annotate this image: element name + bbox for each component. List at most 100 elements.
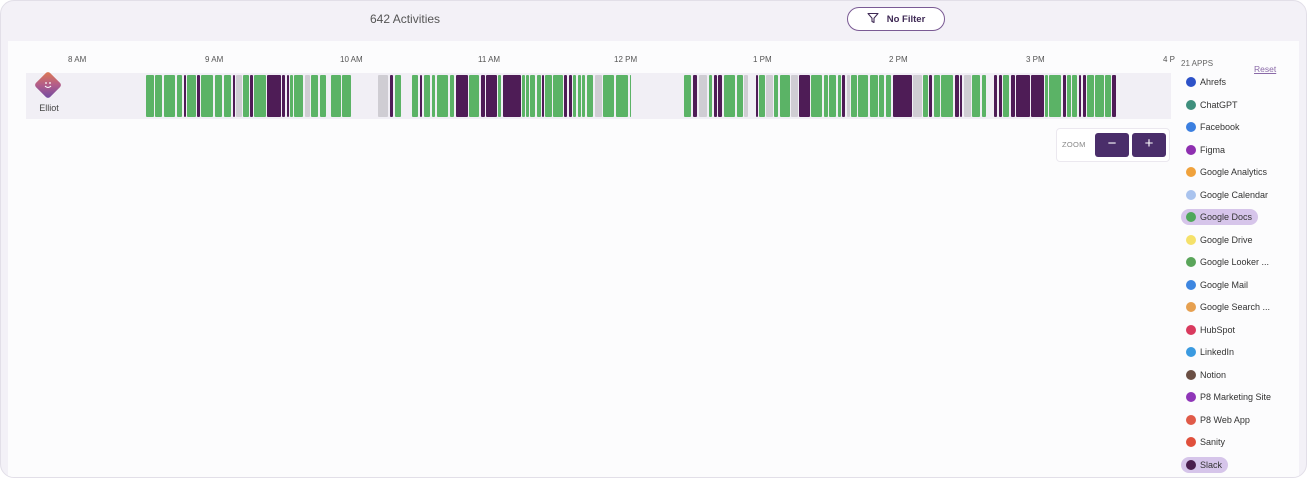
activity-bar[interactable]: [603, 75, 614, 117]
activity-bar[interactable]: [718, 75, 722, 117]
activity-bar[interactable]: [964, 75, 971, 117]
app-filter-item[interactable]: Slack: [1181, 456, 1229, 473]
activity-bar[interactable]: [155, 75, 162, 117]
activity-bar[interactable]: [756, 75, 758, 117]
app-filter-item[interactable]: Facebook: [1181, 119, 1246, 135]
activity-bar[interactable]: [184, 75, 186, 117]
activity-bar[interactable]: [395, 75, 401, 117]
activity-bar[interactable]: [587, 75, 593, 117]
activity-bar[interactable]: [1112, 75, 1116, 117]
app-filter-item[interactable]: Figma: [1181, 142, 1231, 158]
activity-bar[interactable]: [522, 75, 525, 117]
activity-bar[interactable]: [412, 75, 418, 117]
activity-bar[interactable]: [744, 75, 748, 117]
filter-button[interactable]: No Filter: [847, 7, 945, 31]
activity-bar[interactable]: [1095, 75, 1104, 117]
activity-bar[interactable]: [569, 75, 572, 117]
user-row-header[interactable]: Elliot: [33, 70, 63, 121]
activity-bar[interactable]: [960, 75, 962, 117]
activity-bar[interactable]: [1087, 75, 1094, 117]
activity-bar[interactable]: [542, 75, 544, 117]
activity-bar[interactable]: [842, 75, 845, 117]
app-filter-item[interactable]: P8 Web App: [1181, 412, 1256, 428]
activity-bar[interactable]: [290, 75, 293, 117]
activity-bar[interactable]: [791, 75, 798, 117]
app-filter-item[interactable]: Google Calendar: [1181, 187, 1274, 203]
activity-bar[interactable]: [233, 75, 235, 117]
app-filter-item[interactable]: Google Mail: [1181, 277, 1254, 293]
activity-bar[interactable]: [254, 75, 266, 117]
activity-bar[interactable]: [582, 75, 585, 117]
activity-bar[interactable]: [893, 75, 912, 117]
activity-bar[interactable]: [282, 75, 285, 117]
activity-bar[interactable]: [774, 75, 778, 117]
activity-bar[interactable]: [177, 75, 182, 117]
activity-bar[interactable]: [498, 75, 501, 117]
activity-bar[interactable]: [420, 75, 422, 117]
activity-bar[interactable]: [164, 75, 175, 117]
activity-bar[interactable]: [578, 75, 581, 117]
activity-bar[interactable]: [224, 75, 231, 117]
activity-bar[interactable]: [858, 75, 868, 117]
activity-bar[interactable]: [982, 75, 986, 117]
activity-bar[interactable]: [972, 75, 980, 117]
activity-bar[interactable]: [1003, 75, 1009, 117]
activity-bar[interactable]: [545, 75, 552, 117]
activity-bar[interactable]: [1016, 75, 1030, 117]
activity-bar[interactable]: [342, 75, 351, 117]
activity-bar[interactable]: [197, 75, 200, 117]
activity-bar[interactable]: [780, 75, 790, 117]
activity-bar[interactable]: [1083, 75, 1086, 117]
activity-bar[interactable]: [573, 75, 576, 117]
app-filter-item[interactable]: P8 Marketing Site: [1181, 389, 1277, 405]
activity-bar[interactable]: [201, 75, 213, 117]
activity-bar[interactable]: [294, 75, 303, 117]
activity-bar[interactable]: [537, 75, 541, 117]
activity-bar[interactable]: [955, 75, 959, 117]
app-filter-item[interactable]: LinkedIn: [1181, 344, 1240, 360]
activity-bar[interactable]: [1045, 75, 1048, 117]
activity-bar[interactable]: [267, 75, 281, 117]
activity-track[interactable]: [26, 73, 1171, 119]
activity-bar[interactable]: [941, 75, 953, 117]
activity-bar[interactable]: [187, 75, 196, 117]
app-filter-item[interactable]: ChatGPT: [1181, 97, 1244, 113]
activity-bar[interactable]: [1063, 75, 1066, 117]
activity-bar[interactable]: [811, 75, 822, 117]
activity-bar[interactable]: [923, 75, 928, 117]
activity-bar[interactable]: [1105, 75, 1111, 117]
activity-bar[interactable]: [693, 75, 697, 117]
activity-bar[interactable]: [699, 75, 707, 117]
app-filter-item[interactable]: Google Looker ...: [1181, 254, 1275, 270]
activity-bar[interactable]: [146, 75, 154, 117]
activity-bar[interactable]: [824, 75, 828, 117]
activity-bar[interactable]: [994, 75, 997, 117]
activity-bar[interactable]: [886, 75, 891, 117]
activity-bar[interactable]: [530, 75, 535, 117]
activity-bar[interactable]: [390, 75, 393, 117]
app-filter-item[interactable]: Google Drive: [1181, 232, 1259, 248]
activity-bar[interactable]: [616, 75, 628, 117]
activity-bar[interactable]: [709, 75, 712, 117]
activity-bar[interactable]: [450, 75, 454, 117]
activity-bar[interactable]: [553, 75, 563, 117]
activity-bar[interactable]: [870, 75, 878, 117]
zoom-out-button[interactable]: −: [1095, 133, 1129, 157]
activity-bar[interactable]: [320, 75, 326, 117]
activity-bar[interactable]: [243, 75, 249, 117]
activity-bar[interactable]: [236, 75, 242, 117]
activity-bar[interactable]: [879, 75, 884, 117]
zoom-in-button[interactable]: +: [1132, 133, 1166, 157]
activity-bar[interactable]: [595, 75, 602, 117]
activity-bar[interactable]: [305, 75, 310, 117]
app-filter-item[interactable]: Google Docs: [1181, 209, 1259, 225]
activity-bar[interactable]: [215, 75, 222, 117]
activity-bar[interactable]: [469, 75, 479, 117]
activity-bar[interactable]: [437, 75, 448, 117]
activity-bar[interactable]: [331, 75, 341, 117]
activity-bar[interactable]: [799, 75, 810, 117]
activity-bar[interactable]: [684, 75, 691, 117]
activity-bar[interactable]: [526, 75, 529, 117]
activity-bar[interactable]: [847, 75, 850, 117]
activity-bar[interactable]: [913, 75, 922, 117]
